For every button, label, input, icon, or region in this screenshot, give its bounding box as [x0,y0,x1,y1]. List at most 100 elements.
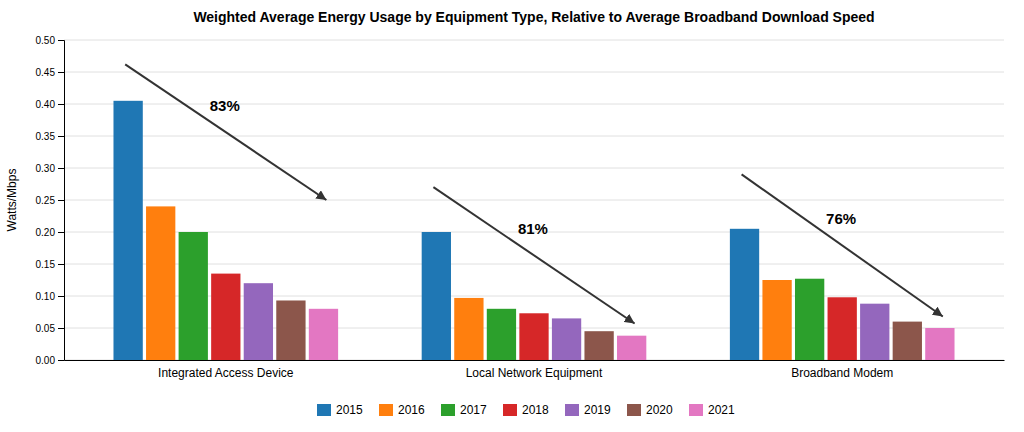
x-tick: Broadband Modem [791,366,893,380]
x-tick-label: Broadband Modem [791,366,893,380]
y-tick: 0.50 [36,35,64,46]
y-tick-mark [58,296,64,297]
x-tick: Local Network Equipment [466,366,603,380]
grid-line [64,104,1004,105]
legend-label: 2016 [398,403,425,417]
y-tick-label: 0.40 [36,99,56,110]
grid-line [64,200,1004,201]
grid-line [64,72,1004,73]
bar [422,232,451,360]
bar [762,280,791,360]
bar [211,274,240,360]
y-tick-label: 0.05 [36,323,56,334]
bar [893,322,922,360]
legend-label: 2021 [708,403,735,417]
title: Weighted Average Energy Usage by Equipme… [193,9,874,25]
y-tick-label: 0.20 [36,227,56,238]
bar [113,101,142,360]
y-tick-label: 0.15 [36,259,56,270]
legend-swatch [503,404,517,416]
annotations: 83% 81% 76% [210,97,856,237]
grid [64,40,1004,360]
y-axis: 0.00 0.05 0.10 0.15 0.20 0.25 0.30 0.35 0.40 0.45… [36,35,65,366]
y-tick: 0.00 [36,355,64,366]
y-tick: 0.25 [36,195,64,206]
bar-series [146,206,792,360]
bar-series [179,232,825,360]
legend-item: 2021 [689,403,735,417]
grid-line [64,136,1004,137]
legend-swatch [627,404,641,416]
legend-item: 2017 [441,403,487,417]
bar [584,331,613,360]
annotation-label: 83% [210,97,240,114]
x-tick-label: Local Network Equipment [466,366,603,380]
legend-item: 2015 [317,403,363,417]
legend-label: 2020 [646,403,673,417]
legend: 2015 2016 2017 2018 2019 2020 2021 [317,403,735,417]
y-axis-title: Watts/Mbps [5,169,19,232]
bar [925,328,954,360]
bar [309,309,338,360]
bar [552,318,581,360]
y-tick: 0.30 [36,163,64,174]
x-axis: Integrated Access Device Local Network Eq… [65,361,1005,380]
bar [146,206,175,360]
legend-item: 2020 [627,403,673,417]
y-tick-label: 0.10 [36,291,56,302]
legend-swatch [379,404,393,416]
annotation-label: 76% [826,210,856,227]
y-tick: 0.45 [36,67,64,78]
y-tick-mark [58,264,64,265]
y-tick-mark [58,168,64,169]
legend-item: 2018 [503,403,549,417]
y-tick: 0.05 [36,323,64,334]
y-tick-mark [58,136,64,137]
trend-arrow [742,174,943,316]
y-tick-mark [58,232,64,233]
bar [244,283,273,360]
legend-swatch [441,404,455,416]
bar-series [276,300,922,360]
y-tick-label: 0.50 [36,35,56,46]
bar-series [244,283,890,360]
bar [730,229,759,360]
y-axis-line [58,41,65,361]
plot-area: 0.00 0.05 0.10 0.15 0.20 0.25 0.30 0.35 0.40 0.45… [36,35,1005,380]
legend-label: 2018 [522,403,549,417]
y-tick: 0.10 [36,291,64,302]
bar [276,300,305,360]
bar-series [309,309,955,360]
y-tick-mark [58,328,64,329]
y-tick-mark [58,200,64,201]
bar [860,304,889,360]
y-tick: 0.40 [36,99,64,110]
bar [617,336,646,360]
y-tick: 0.20 [36,227,64,238]
legend-swatch [689,404,703,416]
y-tick-label: 0.45 [36,67,56,78]
y-tick-label: 0.00 [36,355,56,366]
y-tick-mark [58,360,64,361]
legend-label: 2019 [584,403,611,417]
grid-line [64,168,1004,169]
trend-arrow [433,187,634,323]
bar [828,297,857,360]
x-axis-line [65,360,1005,361]
y-tick-mark [58,104,64,105]
grid-line [64,40,1004,41]
bar [795,279,824,360]
y-tick-mark [58,40,64,41]
bar [179,232,208,360]
bar [487,309,516,360]
y-tick-label: 0.35 [36,131,56,142]
annotation-label: 81% [518,220,548,237]
x-tick: Integrated Access Device [158,366,294,380]
legend-item: 2016 [379,403,425,417]
legend-label: 2015 [336,403,363,417]
bar-series [211,274,857,360]
chart: 0.00 0.05 0.10 0.15 0.20 0.25 0.30 0.35 0.40 0.45… [0,0,1024,432]
y-tick-label: 0.25 [36,195,56,206]
marks [113,64,954,360]
bar-series [113,101,759,360]
